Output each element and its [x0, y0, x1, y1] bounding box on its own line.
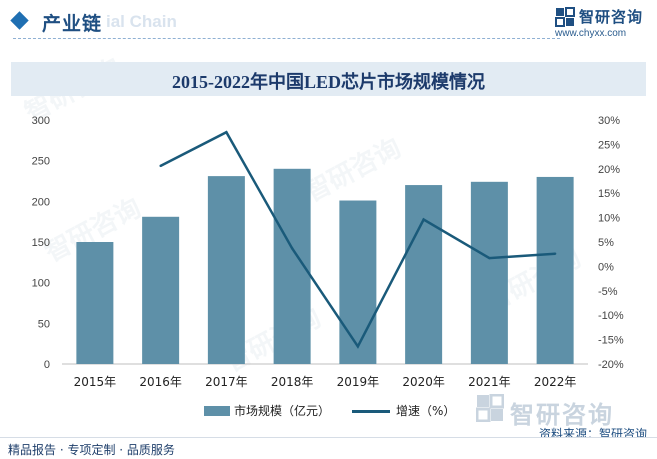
footer: 精品报告 · 专项定制 · 品质服务: [0, 437, 657, 459]
y-left-tick-label: 200: [32, 196, 50, 208]
watermark-brand-name: 智研咨询: [510, 401, 614, 429]
growth-point: [553, 252, 557, 255]
watermark-brand: 智研咨询: [476, 394, 646, 429]
brand: 智研咨询 www.chyxx.com: [555, 6, 647, 42]
y-right-tick-label: 0%: [598, 261, 614, 273]
growth-point: [356, 345, 360, 348]
bar: [405, 185, 443, 364]
y-right-tick-label: -20%: [598, 359, 624, 371]
x-tick-label: 2022年: [534, 375, 577, 389]
legend-bar-label: 市场规模（亿元）: [234, 404, 331, 418]
y-left-tick-label: 0: [44, 359, 50, 371]
growth-point: [290, 247, 294, 250]
y-right-tick-label: 30%: [598, 115, 620, 127]
y-left-tick-label: 300: [32, 115, 50, 127]
chart-title-band: 2015-2022年中国LED芯片市场规模情况: [11, 62, 646, 96]
chart: 0 50 100 150 200 250 300 -20% -15% -10% -5% 0% 5% 10%…: [32, 115, 624, 389]
y-left-tick-label: 100: [32, 278, 50, 290]
bar: [142, 216, 180, 364]
bar: [207, 176, 245, 364]
y-left-tick-label: 150: [32, 237, 50, 249]
y-right-tick-label: -5%: [598, 286, 618, 298]
growth-point: [422, 218, 425, 221]
y-right-tick-label: -15%: [598, 335, 624, 347]
bar: [536, 176, 574, 364]
legend-line-swatch: [352, 410, 390, 413]
header-divider: [13, 38, 560, 39]
y-right-tick-label: 5%: [598, 237, 614, 249]
x-tick-label: 2015年: [74, 375, 117, 389]
x-tick-label: 2020年: [402, 375, 445, 389]
x-tick-label: 2021年: [468, 375, 511, 389]
legend-bar-swatch: [204, 406, 230, 416]
bar: [76, 242, 114, 364]
header: 产业链 ial Chain 智研咨询 www.chyxx.com: [0, 0, 657, 44]
y-right-tick-label: 25%: [598, 139, 620, 151]
legend: 市场规模（亿元） 增速（%）: [190, 402, 455, 420]
watermark-logo-icon: [476, 394, 504, 422]
y-right-tick-label: 20%: [598, 164, 620, 176]
legend-line-label: 增速（%）: [396, 404, 456, 418]
chart-title: 2015-2022年中国LED芯片市场规模情况: [171, 72, 485, 92]
bar: [470, 181, 508, 364]
y-right-tick-label: -10%: [598, 310, 624, 322]
brand-logo-icon: [555, 7, 575, 27]
x-tick-label: 2019年: [337, 375, 380, 389]
y-left-tick-label: 250: [32, 156, 50, 168]
bar: [339, 200, 377, 364]
section-title: 产业链: [42, 13, 103, 35]
footer-text: 精品报告 · 专项定制 · 品质服务: [8, 443, 175, 457]
x-tick-label: 2016年: [139, 375, 182, 389]
x-tick-label: 2018年: [271, 375, 314, 389]
growth-point: [488, 256, 491, 260]
brand-name: 智研咨询: [579, 8, 644, 26]
brand-url: www.chyxx.com: [555, 28, 627, 39]
y-right-tick-label: 15%: [598, 188, 620, 200]
y-left-tick-label: 50: [38, 318, 50, 330]
y-right-tick-label: 10%: [598, 213, 620, 225]
section-subtitle: ial Chain: [106, 12, 177, 31]
x-tick-label: 2017年: [205, 375, 248, 389]
growth-point: [159, 164, 162, 168]
growth-point: [225, 131, 228, 134]
